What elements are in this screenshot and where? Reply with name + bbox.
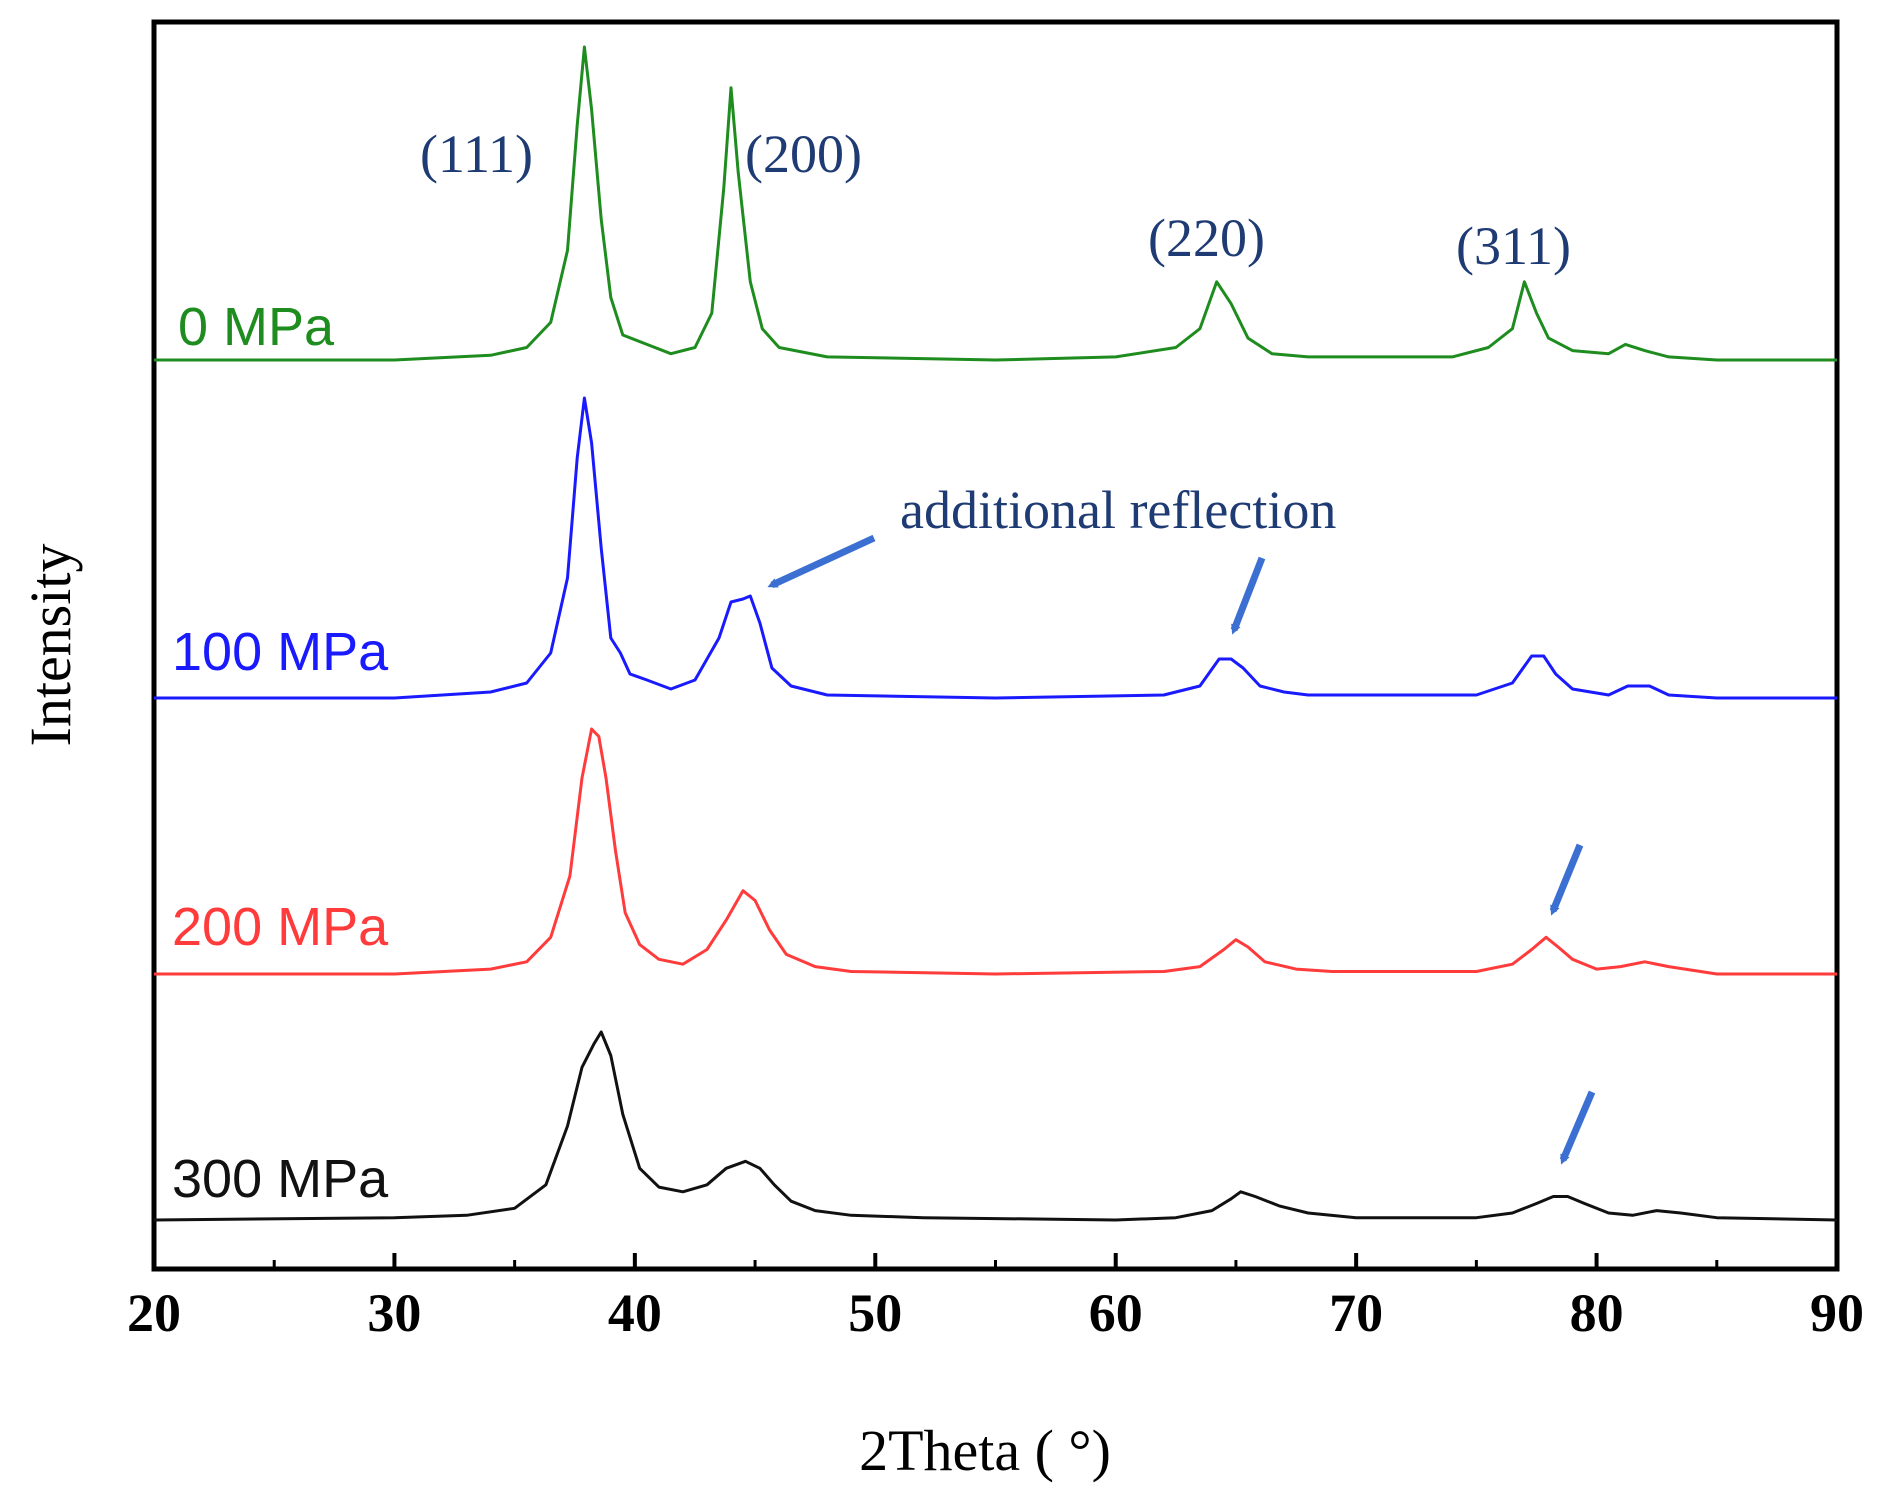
series-line-200-mpa: [154, 727, 1837, 976]
x-tick-label: 50: [848, 1283, 902, 1343]
series-label-200mpa: 200 MPa: [172, 897, 389, 957]
x-axis-title: 2Theta ( °): [859, 1418, 1111, 1483]
peak-label-220: (220): [1148, 208, 1265, 268]
x-tick-label: 20: [127, 1283, 181, 1343]
arrow-icon: [1230, 556, 1266, 635]
arrow-icon: [1559, 1090, 1596, 1165]
series-label-100mpa: 100 MPa: [172, 622, 389, 682]
series-line-300-mpa: [153, 1030, 1838, 1222]
plot-frame: [151, 19, 1840, 1272]
series-line-0-mpa: [154, 45, 1837, 362]
x-tick-label: 90: [1810, 1283, 1864, 1343]
additional-reflection-label: additional reflection: [900, 480, 1336, 540]
x-tick-label: 80: [1570, 1283, 1624, 1343]
peak-label-311: (311): [1456, 216, 1571, 276]
x-tick-label: 60: [1089, 1283, 1143, 1343]
x-tick-label: 70: [1329, 1283, 1383, 1343]
x-axis-ticks: [152, 1253, 1839, 1269]
series-label-0mpa: 0 MPa: [178, 297, 335, 357]
series-lines: [153, 45, 1838, 1222]
series-label-300mpa: 300 MPa: [172, 1149, 389, 1209]
x-tick-label: 30: [367, 1283, 421, 1343]
arrow-icon: [1549, 843, 1584, 916]
x-axis-tick-labels: 20 30 40 50 60 70 80 90: [127, 1283, 1864, 1343]
peak-label-111: (111): [420, 124, 533, 184]
arrow-icon: [767, 534, 876, 589]
peak-label-200: (200): [745, 124, 862, 184]
series-line-100-mpa: [154, 396, 1837, 700]
y-axis-title: Intensity: [18, 544, 83, 747]
x-tick-label: 40: [608, 1283, 662, 1343]
